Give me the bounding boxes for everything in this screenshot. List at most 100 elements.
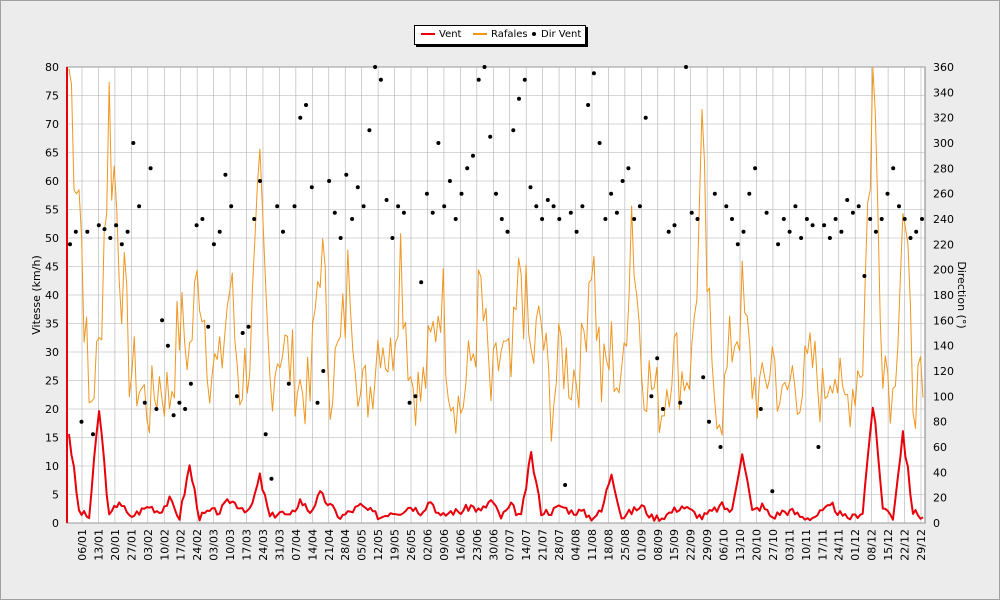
dir-point [776, 242, 781, 247]
y-right-tick-label: 0 [933, 517, 940, 530]
legend-item-vent: Vent [421, 29, 461, 41]
dir-point [540, 217, 545, 221]
dir-point [873, 229, 878, 234]
dir-point [517, 96, 521, 101]
dir-point [344, 172, 349, 177]
x-tick-label: 07/07 [504, 529, 517, 561]
dir-point [827, 236, 832, 240]
x-tick-label: 24/03 [257, 529, 270, 561]
dir-point [200, 217, 205, 221]
dir-point [367, 128, 372, 133]
dir-point [707, 419, 711, 424]
dir-point [810, 223, 815, 228]
dir-point [897, 204, 901, 209]
dir-point [85, 229, 90, 234]
dir-point [465, 166, 470, 171]
dir-point [591, 71, 596, 76]
dir-point [309, 185, 314, 190]
y-left-tick-label: 20 [45, 403, 59, 416]
dir-point [684, 65, 688, 69]
y-right-tick-label: 300 [933, 137, 954, 150]
x-tick-label: 13/10 [734, 529, 747, 561]
dir-point [885, 191, 890, 196]
dir-point [350, 217, 355, 221]
dir-point [148, 166, 153, 171]
dir-point [678, 400, 683, 405]
dir-point [211, 242, 216, 247]
x-tick-label: 11/08 [586, 529, 599, 561]
dir-point [229, 204, 234, 209]
dir-point [609, 191, 614, 196]
dir-point [292, 204, 297, 209]
dir-point [850, 210, 855, 215]
y-left-tick-label: 55 [45, 204, 59, 217]
dir-point [413, 394, 418, 399]
dir-point [730, 217, 734, 221]
dir-point [183, 407, 188, 411]
y-right-tick-label: 360 [933, 61, 954, 74]
dir-point [804, 217, 809, 221]
dir-point [499, 217, 504, 221]
legend-swatch-rafales [473, 33, 487, 35]
y-left-tick-label: 5 [52, 489, 59, 502]
dir-point [453, 217, 458, 221]
dir-point [603, 217, 608, 221]
dir-point [131, 141, 136, 145]
x-tick-label: 01/09 [635, 529, 648, 561]
dir-point [799, 236, 804, 240]
legend-item-rafales: Rafales [473, 29, 528, 41]
dir-point [442, 204, 447, 209]
dir-point [447, 179, 452, 183]
y-left-tick-label: 10 [45, 460, 59, 473]
x-tick-label: 24/11 [833, 529, 846, 561]
dir-point [868, 217, 873, 221]
dir-point [741, 229, 746, 234]
dir-point [96, 223, 101, 228]
dir-point [920, 217, 924, 221]
dir-point [154, 407, 159, 411]
dir-point [482, 65, 487, 69]
x-tick-label: 06/10 [718, 529, 731, 561]
dir-point [563, 483, 568, 487]
dir-point [712, 191, 717, 196]
series-line-vent [68, 406, 924, 522]
y-left-tick-label: 15 [45, 432, 59, 445]
x-tick-label: 01/12 [849, 529, 862, 561]
x-tick-label: 19/05 [389, 529, 402, 561]
legend-item-dir: Dir Vent [527, 29, 581, 41]
dir-point [655, 356, 660, 361]
dir-point [637, 204, 642, 209]
x-tick-label: 23/06 [471, 529, 484, 561]
y-right-tick-label: 80 [933, 416, 947, 429]
dir-point [839, 229, 844, 234]
y-left-tick-label: 25 [45, 375, 59, 388]
y-left-tick-label: 30 [45, 346, 59, 359]
dir-point [902, 217, 907, 221]
y-right-tick-label: 180 [933, 289, 954, 302]
x-tick-label: 30/06 [487, 529, 500, 561]
legend: Vent Rafales Dir Vent [414, 25, 586, 45]
dir-point [511, 128, 516, 133]
dir-point [315, 400, 320, 405]
x-tick-label: 03/02 [142, 529, 155, 561]
dir-point [142, 400, 147, 405]
x-tick-label: 20/01 [109, 529, 122, 561]
dir-point [217, 229, 222, 234]
x-tick-label: 22/09 [685, 529, 698, 561]
dir-point [545, 198, 550, 202]
x-tick-label: 28/04 [339, 529, 352, 561]
dir-point [764, 210, 769, 215]
dir-point [298, 115, 303, 120]
x-tick-label: 27/01 [125, 529, 138, 561]
dir-point [505, 229, 510, 234]
x-tick-label: 08/09 [652, 529, 665, 561]
legend-label-vent: Vent [439, 29, 462, 40]
dir-point [424, 191, 429, 196]
dir-point [281, 229, 285, 234]
dir-point [246, 324, 251, 329]
dir-point [689, 210, 694, 215]
dir-point [614, 210, 619, 215]
dir-point [908, 236, 913, 240]
x-tick-label: 17/02 [175, 529, 188, 561]
dir-point [263, 432, 268, 437]
